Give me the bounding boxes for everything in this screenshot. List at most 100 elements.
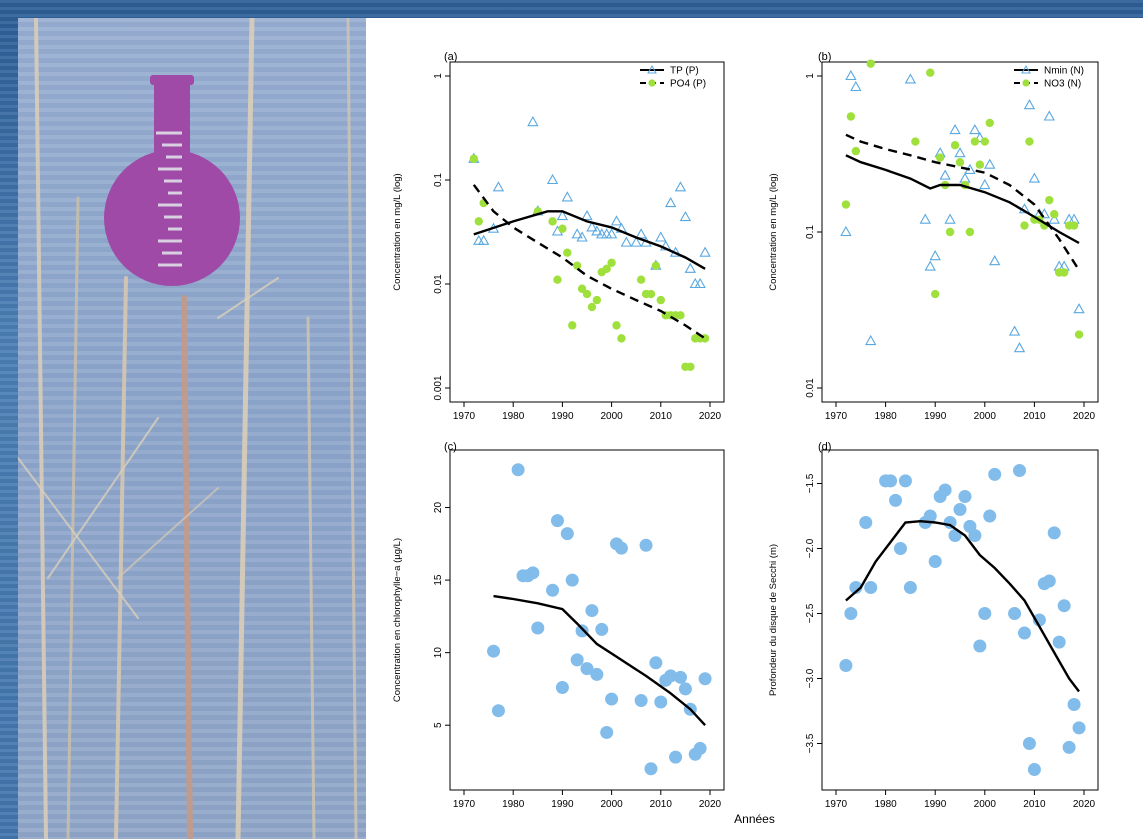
data-point-circle: [1068, 698, 1081, 711]
data-point-triangle: [955, 148, 965, 157]
data-point-circle: [1060, 268, 1068, 276]
data-point-circle: [973, 640, 986, 653]
data-point-circle: [512, 463, 525, 476]
data-point-circle: [640, 539, 653, 552]
data-point-circle: [1063, 741, 1076, 754]
data-point-triangle: [1045, 112, 1055, 121]
data-point-circle: [492, 704, 505, 717]
x-tick-label: 1970: [825, 411, 848, 422]
y-tick-label: 15: [433, 574, 444, 586]
y-tick-label: −2.5: [805, 603, 816, 623]
data-point-circle: [546, 584, 559, 597]
data-point-triangle: [582, 211, 592, 220]
data-point-circle: [864, 581, 877, 594]
plot-frame: [822, 62, 1098, 402]
data-point-triangle: [479, 236, 489, 245]
data-point-circle: [867, 59, 875, 67]
data-point-circle: [976, 161, 984, 169]
x-tick-label: 1980: [502, 411, 525, 422]
legend-label: PO4 (P): [670, 79, 706, 90]
chart-panel-4: (d)1970 1980 1990 2000 2010 2020−1.5−2.0−2.5−…: [768, 441, 1098, 810]
data-point-triangle: [940, 171, 950, 180]
data-point-triangle: [930, 251, 940, 260]
y-axis-label: Profondeur du disque de Secchi (m): [768, 544, 779, 696]
data-point-circle: [566, 574, 579, 587]
x-tick-label: 1990: [924, 411, 947, 422]
data-point-circle: [674, 671, 687, 684]
data-point-circle: [968, 529, 981, 542]
x-tick-label: 2000: [974, 411, 997, 422]
y-axis-label: Concentration en mg/L (log): [392, 173, 403, 290]
data-point-circle: [954, 503, 967, 516]
trend-line: [846, 521, 1079, 691]
x-tick-label: 1970: [825, 799, 848, 810]
data-point-circle: [635, 694, 648, 707]
y-tick-label: −3.0: [805, 668, 816, 688]
data-point-triangle: [1030, 174, 1040, 183]
legend-label: NO3 (N): [1044, 79, 1081, 90]
data-point-circle: [1025, 137, 1033, 145]
data-point-circle: [971, 137, 979, 145]
data-point-triangle: [990, 256, 1000, 265]
y-tick-label: −3.5: [805, 733, 816, 753]
x-tick-label: 1990: [551, 411, 574, 422]
y-tick-label: 0.01: [805, 378, 816, 398]
data-point-triangle: [681, 212, 691, 221]
data-point-triangle: [597, 229, 607, 238]
data-point-circle: [548, 217, 556, 225]
data-point-circle: [1008, 607, 1021, 620]
data-point-triangle: [945, 215, 955, 224]
panel-tag: (a): [444, 51, 457, 63]
data-point-circle: [951, 141, 959, 149]
data-point-triangle: [695, 279, 705, 288]
data-point-circle: [986, 119, 994, 127]
data-point-triangle: [528, 117, 538, 126]
x-tick-label: 1990: [551, 799, 574, 810]
data-point-circle: [573, 261, 581, 269]
data-point-circle: [470, 155, 478, 163]
data-point-triangle: [494, 182, 504, 191]
data-point-circle: [1023, 737, 1036, 750]
data-point-circle: [936, 153, 944, 161]
data-point-triangle: [960, 174, 970, 183]
data-point-triangle: [656, 232, 666, 241]
data-point-circle: [978, 607, 991, 620]
legend-label: TP (P): [670, 66, 699, 77]
data-point-triangle: [925, 262, 935, 271]
legend-label: Nmin (N): [1044, 66, 1084, 77]
data-point-triangle: [985, 160, 995, 169]
data-point-triangle: [686, 264, 696, 273]
x-tick-label: 1970: [453, 799, 476, 810]
data-point-circle: [583, 290, 591, 298]
x-tick-label: 2020: [1073, 411, 1096, 422]
data-point-circle: [929, 555, 942, 568]
data-point-circle: [911, 137, 919, 145]
data-point-triangle: [563, 192, 573, 201]
data-point-circle: [487, 645, 500, 658]
global-x-axis-label: Années: [366, 812, 1143, 826]
data-point-circle: [526, 566, 539, 579]
data-point-circle: [946, 228, 954, 236]
data-point-triangle: [921, 215, 931, 224]
panel-tag: (c): [444, 441, 457, 453]
y-tick-label: −1.5: [805, 473, 816, 493]
data-point-circle: [676, 311, 684, 319]
data-point-triangle: [602, 229, 612, 238]
data-point-circle: [588, 303, 596, 311]
data-point-circle: [617, 334, 625, 342]
data-point-circle: [958, 490, 971, 503]
data-point-circle: [551, 514, 564, 527]
y-axis-label: Concentration en chlorophylle−a (µg/L): [392, 538, 403, 702]
x-tick-label: 2010: [1023, 411, 1046, 422]
plot-panel: (a) 1970 1980 1990 2000 2010 2020 0.001 0.01 0.1 1…: [366, 18, 1143, 839]
data-point-triangle: [577, 232, 587, 241]
data-point-circle: [842, 200, 850, 208]
data-point-triangle: [1074, 304, 1084, 313]
data-point-circle: [649, 656, 662, 669]
data-point-circle: [647, 290, 655, 298]
data-point-triangle: [612, 216, 622, 225]
data-point-circle: [568, 321, 576, 329]
data-point-triangle: [950, 125, 960, 134]
data-point-circle: [1013, 464, 1026, 477]
data-point-circle: [966, 228, 974, 236]
